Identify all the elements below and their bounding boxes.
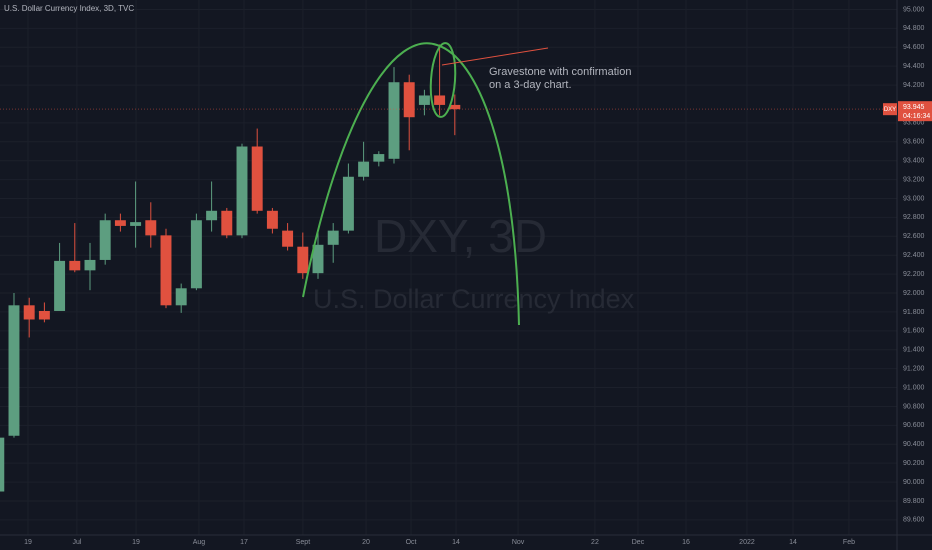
symbol-tag	[883, 103, 897, 116]
y-tick-label: 90.000	[903, 479, 925, 486]
candle-body	[266, 210, 278, 229]
last-price-label: 93.945	[903, 104, 925, 111]
chart-title: U.S. Dollar Currency Index, 3D, TVC	[4, 4, 134, 13]
y-tick-label: 92.600	[903, 233, 925, 240]
y-tick-label: 95.000	[903, 6, 925, 13]
x-tick-label: 14	[452, 539, 460, 546]
x-tick-label: Sept	[296, 539, 310, 546]
y-tick-label: 92.000	[903, 290, 925, 297]
candle-body	[114, 220, 126, 226]
candle-body	[236, 146, 248, 236]
candle-body	[434, 95, 446, 105]
y-tick-label: 89.800	[903, 498, 925, 505]
annotation: Gravestone with confirmation	[489, 66, 631, 78]
candle-body	[388, 82, 400, 159]
x-tick-label: 22	[591, 539, 599, 546]
candle-body	[312, 244, 324, 274]
y-tick-label: 93.200	[903, 176, 925, 183]
candle-body	[221, 210, 233, 236]
watermark-name: U.S. Dollar Currency Index	[313, 284, 635, 314]
y-tick-label: 92.800	[903, 214, 925, 221]
candle-body	[251, 146, 263, 211]
drawn-arc	[302, 42, 520, 326]
y-tick-label: 90.600	[903, 422, 925, 429]
y-tick-label: 90.400	[903, 441, 925, 448]
candle-body	[403, 82, 415, 118]
candle-body	[327, 230, 339, 245]
countdown-label: 04:16:34	[903, 113, 930, 120]
candle-body	[69, 260, 81, 271]
y-tick-label: 90.800	[903, 403, 925, 410]
x-tick-label: Oct	[406, 539, 417, 546]
x-tick-label: 20	[362, 539, 370, 546]
x-tick-label: Nov	[512, 539, 525, 546]
candle-body	[175, 288, 187, 306]
y-tick-label: 91.200	[903, 365, 925, 372]
y-tick-label: 91.800	[903, 309, 925, 316]
candle-body	[145, 220, 157, 236]
candle-body	[190, 220, 202, 289]
x-tick-label: 16	[682, 539, 690, 546]
candle-body	[449, 104, 461, 110]
candle-body	[38, 310, 50, 320]
candle-body	[358, 161, 370, 177]
x-tick-label: 17	[240, 539, 248, 546]
symbol-label: DXY	[884, 107, 896, 113]
candle-body	[206, 210, 218, 221]
candle-body	[373, 154, 385, 162]
y-tick-label: 94.800	[903, 25, 925, 32]
y-tick-label: 93.800	[903, 120, 925, 127]
candle-body	[0, 437, 5, 492]
y-tick-label: 89.600	[903, 517, 925, 524]
watermark-symbol: DXY, 3D	[374, 210, 547, 262]
candle-body	[160, 235, 172, 306]
x-tick-label: 14	[789, 539, 797, 546]
y-tick-label: 90.200	[903, 460, 925, 467]
y-tick-label: 94.400	[903, 63, 925, 70]
candle-body	[418, 95, 430, 105]
x-tick-label: 19	[132, 539, 140, 546]
price-tag	[898, 101, 932, 122]
x-tick-label: Dec	[632, 539, 645, 546]
candle-body	[8, 305, 20, 436]
y-tick-label: 93.000	[903, 195, 925, 202]
y-tick-label: 93.400	[903, 158, 925, 165]
drawn-ellipse	[429, 42, 457, 118]
x-tick-label: Jul	[72, 539, 81, 546]
x-tick-label: 19	[24, 539, 32, 546]
y-tick-label: 92.400	[903, 252, 925, 259]
axes: 89.600 89.800 90.000 90.200 90.400 90.600 90.8…	[0, 6, 932, 546]
annotation: on a 3-day chart.	[489, 79, 572, 91]
candle-body	[84, 259, 96, 271]
y-tick-label: 94.600	[903, 44, 925, 51]
y-tick-label: 93.600	[903, 139, 925, 146]
x-tick-label: Feb	[843, 539, 855, 546]
candle-body	[342, 176, 354, 231]
candle-body	[99, 220, 111, 260]
y-tick-label: 91.000	[903, 384, 925, 391]
y-tick-label: 94.200	[903, 82, 925, 89]
candles	[0, 44, 461, 492]
y-tick-label: 91.600	[903, 328, 925, 335]
candle-body	[130, 222, 142, 226]
x-tick-label: 2022	[739, 539, 755, 546]
drawn-arrow	[441, 47, 549, 66]
grid	[0, 0, 897, 535]
candle-body	[297, 246, 309, 274]
candle-body	[54, 260, 66, 311]
y-tick-label: 92.200	[903, 271, 925, 278]
candle-body	[23, 305, 35, 320]
y-tick-label: 91.400	[903, 347, 925, 354]
candle-body	[282, 230, 294, 247]
x-tick-label: Aug	[193, 539, 206, 546]
